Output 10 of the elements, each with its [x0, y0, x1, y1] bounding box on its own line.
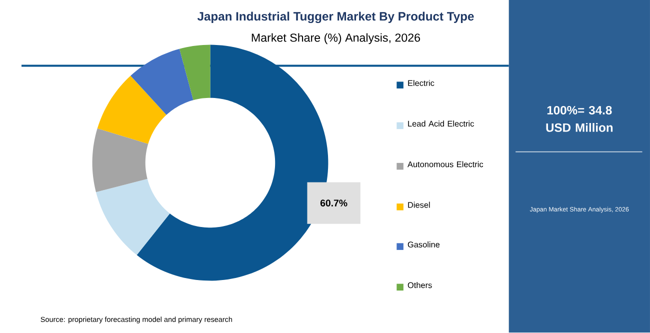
legend-label: Others	[408, 282, 432, 288]
data-label: 60.7%	[320, 200, 348, 207]
legend-label: Autonomous Electric	[408, 161, 484, 168]
legend-label: Lead Acid Electric	[408, 120, 474, 127]
legend-label: Diesel	[408, 202, 430, 208]
chart-subtitle: Market Share (%) Analysis, 2026	[252, 33, 420, 44]
text: 100%= 34.8 USD Million	[546, 106, 613, 132]
chart-title: Japan Industrial Tugger Market By Product Type	[197, 12, 474, 24]
legend-label: Gasoline	[408, 242, 440, 248]
legend-label: Electric	[408, 80, 434, 86]
